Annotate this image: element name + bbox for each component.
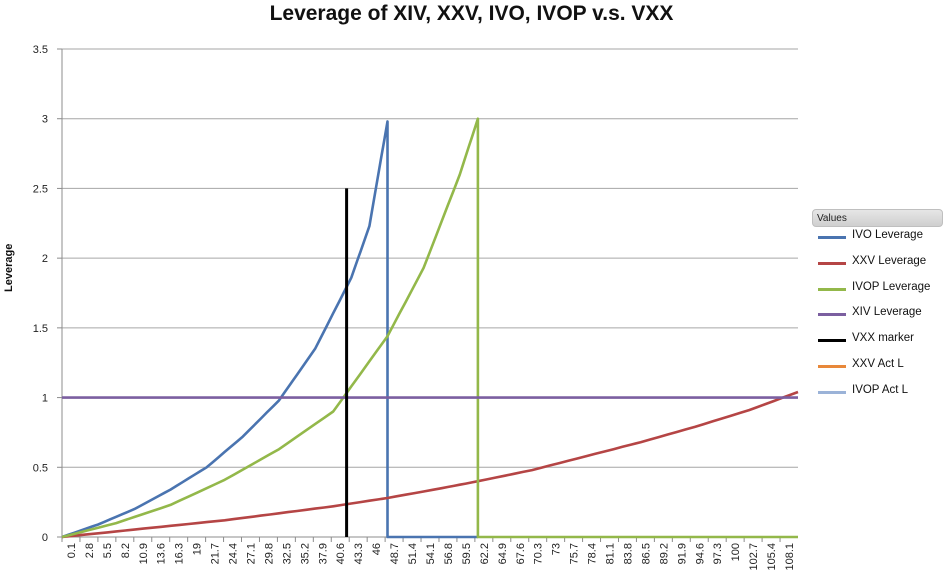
y-tick-label: 2 xyxy=(42,253,48,265)
legend-swatch xyxy=(818,339,846,343)
y-tick-label: 0.5 xyxy=(33,462,48,474)
series-line-ivop-leverage xyxy=(61,117,798,539)
x-tick-label: 54.1 xyxy=(425,543,437,564)
x-tick-label: 81.1 xyxy=(605,543,617,564)
y-tick-label: 0 xyxy=(42,532,48,544)
series-line-xxv-leverage xyxy=(61,390,799,539)
x-tick-label: 21.7 xyxy=(210,543,222,564)
y-tick-label: 1.5 xyxy=(33,323,48,335)
x-tick-label: 62.2 xyxy=(479,543,491,564)
x-tick-label: 73 xyxy=(551,543,563,555)
x-tick-label: 43.3 xyxy=(353,543,365,564)
x-tick-label: 27.1 xyxy=(245,543,257,564)
x-tick-label: 89.2 xyxy=(658,543,670,564)
x-tick-label: 78.4 xyxy=(587,543,599,564)
legend-label: VXX marker xyxy=(852,332,914,345)
x-tick-label: 75.7 xyxy=(569,543,581,564)
legend-label: XIV Leverage xyxy=(852,306,922,319)
legend-item: IVO Leverage xyxy=(812,227,943,253)
legend-label: XXV Leverage xyxy=(852,254,927,267)
chart-title: Leverage of XIV, XXV, IVO, IVOP v.s. VXX xyxy=(269,2,674,25)
x-tick-label: 64.9 xyxy=(497,543,509,564)
x-tick-label: 94.6 xyxy=(694,543,706,564)
x-tick-label: 35.2 xyxy=(299,543,311,564)
legend-item: XIV Leverage xyxy=(812,304,943,330)
legend-item: IVOP Act L xyxy=(812,382,943,408)
x-tick-label: 46 xyxy=(371,543,383,555)
x-tick-label: 5.5 xyxy=(102,543,114,558)
y-tick-label: 1 xyxy=(42,393,48,405)
x-tick-label: 83.8 xyxy=(622,543,634,564)
legend-label: XXV Act L xyxy=(852,357,904,370)
x-tick-label: 19 xyxy=(192,543,204,555)
legend-item: VXX marker xyxy=(812,330,943,356)
legend-item: XXV Leverage xyxy=(812,253,943,279)
x-tick-label: 8.2 xyxy=(120,543,132,558)
legend-swatch xyxy=(818,390,846,394)
x-tick-label: 56.8 xyxy=(443,543,455,564)
x-tick-label: 97.3 xyxy=(712,543,724,564)
x-tick-label: 48.7 xyxy=(389,543,401,564)
series-line-ivo-leverage xyxy=(61,120,478,539)
x-tick-label: 51.4 xyxy=(407,543,419,564)
y-tick-label: 3.5 xyxy=(33,44,48,56)
legend-item: IVOP Leverage xyxy=(812,279,943,305)
y-tick-label: 2.5 xyxy=(33,183,48,195)
x-tick-label: 29.8 xyxy=(263,543,275,564)
legend-item: XXV Act L xyxy=(812,356,943,382)
x-tick-label: 100 xyxy=(730,543,742,561)
x-tick-label: 32.5 xyxy=(281,543,293,564)
legend-swatch xyxy=(818,261,846,265)
y-tick-label: 3 xyxy=(42,114,48,126)
legend-header[interactable]: Values xyxy=(812,209,943,227)
x-tick-label: 59.5 xyxy=(461,543,473,564)
x-tick-label: 13.6 xyxy=(156,543,168,564)
x-tick-label: 37.9 xyxy=(317,543,329,564)
legend-label: IVOP Leverage xyxy=(852,280,931,293)
legend-label: IVOP Act L xyxy=(852,383,909,396)
x-tick-label: 24.4 xyxy=(228,543,240,564)
x-tick-label: 108.1 xyxy=(784,543,796,571)
x-tick-label: 0.1 xyxy=(66,543,78,558)
legend-swatch xyxy=(818,313,846,317)
x-tick-label: 2.8 xyxy=(84,543,96,558)
x-tick-label: 86.5 xyxy=(640,543,652,564)
x-tick-label: 10.9 xyxy=(138,543,150,564)
x-tick-label: 102.7 xyxy=(748,543,760,571)
x-tick-label: 91.9 xyxy=(676,543,688,564)
x-tick-label: 105.4 xyxy=(766,543,778,571)
x-tick-label: 40.6 xyxy=(335,543,347,564)
legend-swatch xyxy=(818,236,846,239)
x-tick-label: 67.6 xyxy=(515,543,527,564)
legend: Values IVO Leverage XXV Leverage IVOP Leve… xyxy=(812,209,943,408)
legend-label: IVO Leverage xyxy=(852,229,923,241)
x-tick-label: 16.3 xyxy=(174,543,186,564)
x-tick-label: 70.3 xyxy=(533,543,545,564)
legend-swatch xyxy=(818,364,846,368)
legend-swatch xyxy=(818,287,846,291)
